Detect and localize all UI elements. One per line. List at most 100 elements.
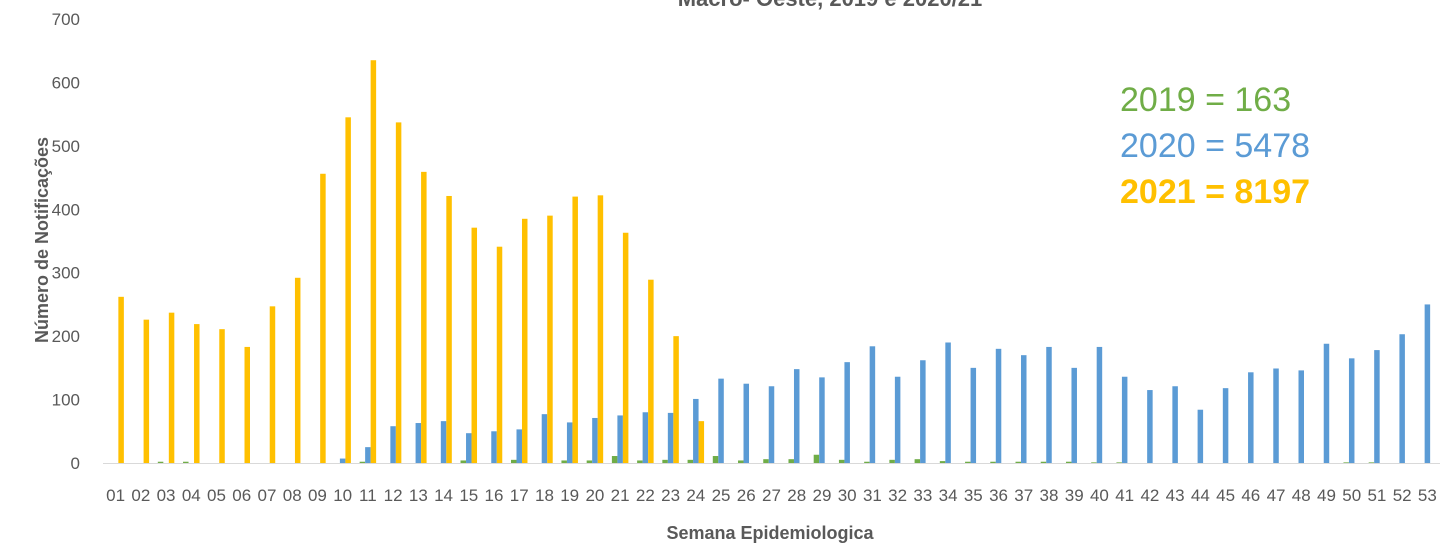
x-tick-label: 52 [1393,486,1412,505]
bar-2020-week-32 [894,376,901,463]
bar-2019-week-17 [510,459,517,463]
bar-2020-week-34 [945,342,951,463]
bar-2020-week-47 [1273,368,1279,463]
y-tick-label: 300 [52,264,80,283]
x-tick-label: 31 [863,486,882,505]
x-tick-label: 51 [1367,486,1386,505]
bar-2020-week-23 [667,412,674,463]
x-tick-label: 35 [964,486,983,505]
bar-2020-week-37 [1021,355,1027,463]
bar-2020-week-24 [693,398,699,463]
bars [118,60,1431,464]
bar-2020-week-16 [491,431,497,463]
bar-2020-week-13 [415,423,422,463]
bar-2020-week-48 [1298,370,1304,463]
x-tick-label: 36 [989,486,1008,505]
x-tick-label: 41 [1115,486,1134,505]
bar-2019-week-30 [838,459,845,463]
x-tick-label: 22 [636,486,655,505]
bar-2021-week-08 [294,277,301,463]
bar-2021-week-21 [622,232,629,463]
bar-2021-week-23 [673,336,679,463]
x-tick-label: 04 [182,486,201,505]
bar-2021-week-07 [269,306,276,463]
x-tick-label: 05 [207,486,226,505]
bar-2019-week-26 [738,460,744,463]
x-tick-label: 12 [384,486,403,505]
bar-2020-week-19 [566,422,573,463]
bar-2019-week-51 [1368,462,1375,463]
bar-2019-week-50 [1343,462,1349,463]
y-tick-label: 0 [71,454,80,473]
x-tick-label: 33 [913,486,932,505]
x-tick-label: 08 [283,486,302,505]
bar-2019-week-41 [1116,462,1122,463]
bar-2019-week-29 [813,454,820,463]
bar-2021-week-22 [648,279,654,463]
bar-2020-week-49 [1323,343,1330,463]
x-tick-label: 40 [1090,486,1109,505]
bar-2019-week-11 [359,461,366,463]
bar-2020-week-53 [1424,304,1431,463]
bar-2020-week-45 [1222,388,1229,463]
chart-title: Macro- Oeste, 2019 e 2020/21 [678,0,983,11]
x-tick-label: 32 [888,486,907,505]
bar-2020-week-31 [869,346,876,463]
x-tick-label: 24 [686,486,705,505]
bar-2020-week-36 [995,348,1002,463]
x-tick-label: 23 [661,486,680,505]
bar-2021-week-12 [395,122,402,463]
x-tick-label: 15 [459,486,478,505]
bar-2019-week-37 [1015,461,1022,463]
bar-2019-week-25 [712,456,719,463]
bar-2019-week-21 [611,456,618,463]
bar-2020-week-51 [1374,350,1380,463]
y-axis-title: Número de Notificações [32,137,52,343]
x-tick-label: 46 [1241,486,1260,505]
bar-2019-week-34 [939,461,946,463]
bar-2019-week-23 [662,459,668,463]
bar-2021-week-14 [446,195,452,463]
bar-2020-week-22 [642,412,649,463]
x-tick-label: 53 [1418,486,1437,505]
bar-2019-week-36 [990,461,996,463]
y-axis-ticks: 0 100 200 300 400 500 600 700 [52,10,80,473]
bar-2020-week-40 [1096,346,1103,463]
x-tick-label: 34 [939,486,958,505]
bar-2021-week-11 [370,60,377,463]
bar-2021-week-04 [194,324,200,463]
y-tick-label: 400 [52,200,80,219]
bar-2021-week-02 [143,319,150,463]
bar-2020-week-39 [1071,367,1077,463]
bar-2020-week-15 [466,433,472,463]
x-axis-title: Semana Epidemiologica [666,523,874,543]
x-tick-label: 30 [838,486,857,505]
bar-2021-week-20 [597,195,604,463]
bar-2020-week-27 [768,386,775,463]
bar-2020-week-26 [743,383,750,463]
bar-2019-week-22 [637,460,643,463]
bar-2020-week-41 [1121,376,1128,463]
y-tick-label: 200 [52,327,80,346]
x-tick-label: 03 [157,486,176,505]
x-tick-label: 06 [232,486,251,505]
x-tick-label: 18 [535,486,554,505]
bar-2021-week-03 [168,312,175,463]
y-tick-label: 700 [52,10,80,29]
x-axis-ticks: 01 02 03 04 05 06 07 08 09 10 11 12 13 14 15 16 17 18 19 20… [106,486,1437,505]
bar-2020-week-21 [617,415,623,463]
x-tick-label: 29 [812,486,831,505]
bar-2020-week-38 [1046,346,1052,463]
x-tick-label: 01 [106,486,125,505]
total-annotation-1: 2020 = 5478 [1120,127,1310,165]
bar-2020-week-52 [1399,334,1405,463]
bar-2020-week-46 [1248,372,1254,463]
x-tick-label: 44 [1191,486,1210,505]
x-tick-label: 16 [485,486,504,505]
bar-2019-week-15 [460,460,467,463]
bar-2019-week-33 [914,459,921,463]
bar-2020-week-44 [1197,409,1204,463]
x-tick-label: 25 [712,486,731,505]
bar-2020-week-10 [339,458,346,463]
